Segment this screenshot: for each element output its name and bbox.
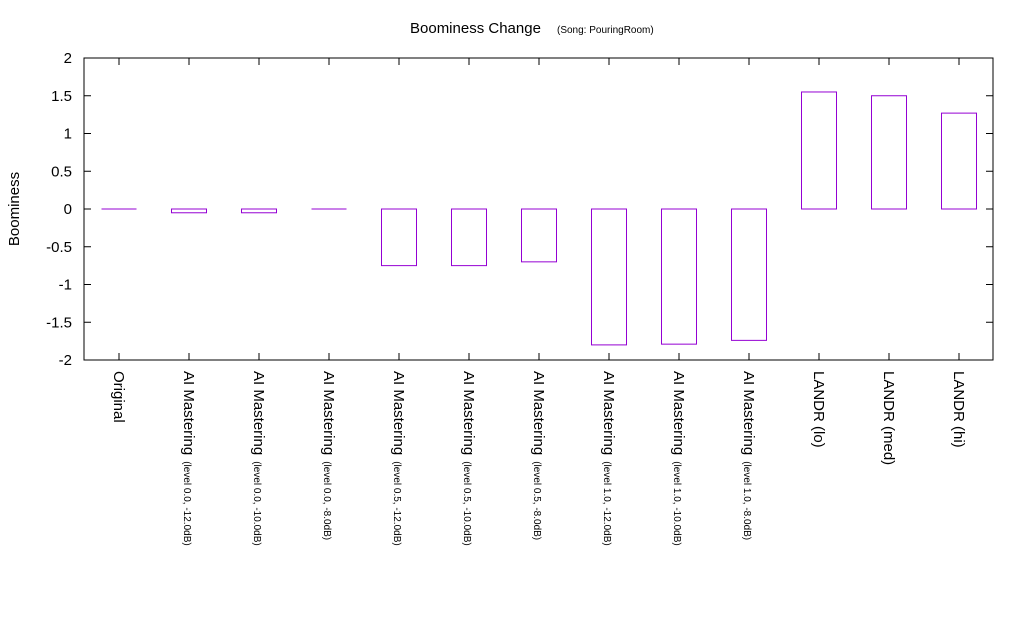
bar	[171, 208, 207, 214]
x-tick-label-sub: (level 0.0, -8.0dB)	[321, 461, 332, 540]
bar	[871, 95, 907, 210]
x-tick-label-main: AI Mastering	[670, 371, 687, 455]
x-tick-label-main: LANDR (med)	[880, 371, 897, 465]
bar	[241, 208, 277, 214]
x-tick-label-main: AI Mastering	[600, 371, 617, 455]
x-tick-label-sub: (level 0.5, -8.0dB)	[531, 461, 542, 540]
x-tick-label-sub: (level 0.0, -12.0dB)	[181, 461, 192, 546]
category-labels: Original AI Mastering (level 0.0, -12.0dB)…	[110, 371, 967, 546]
x-tick-label-main: AI Mastering	[250, 371, 267, 455]
y-tick-label: 0	[64, 201, 72, 218]
x-tick-label: AI Mastering (level 0.0, -10.0dB)	[250, 371, 267, 546]
bar	[731, 208, 767, 341]
y-tick-label: -2	[59, 352, 72, 369]
x-tick-label: AI Mastering (level 0.5, -8.0dB)	[530, 371, 547, 540]
bar	[801, 91, 837, 210]
x-tick-label-sub: (level 0.5, -12.0dB)	[391, 461, 402, 546]
x-ticks	[118, 58, 960, 360]
x-tick-label: AI Mastering (level 1.0, -12.0dB)	[600, 371, 617, 546]
x-tick-label: AI Mastering (level 1.0, -10.0dB)	[670, 371, 687, 546]
bar	[941, 112, 977, 210]
x-tick-label: Original	[110, 371, 127, 423]
x-tick-label: AI Mastering (level 0.0, -8.0dB)	[320, 371, 337, 540]
y-axis-label: Boominess	[6, 172, 23, 246]
x-tick-label-main: AI Mastering	[180, 371, 197, 455]
y-tick-label: 1.5	[51, 88, 72, 105]
x-tick-label-sub: (level 0.5, -10.0dB)	[461, 461, 472, 546]
y-tick-label: 1	[64, 126, 72, 143]
chart-subtitle: (Song: PouringRoom)	[557, 25, 654, 36]
x-tick-label: AI Mastering (level 0.5, -12.0dB)	[390, 371, 407, 546]
y-tick-label: -1	[59, 277, 72, 294]
chart-title-main: Boominess Change	[410, 20, 541, 37]
x-tick-label-main: AI Mastering	[390, 371, 407, 455]
x-tick-label-main: AI Mastering	[460, 371, 477, 455]
bar	[451, 208, 487, 267]
bar	[591, 208, 627, 346]
y-tick-label: -0.5	[46, 239, 72, 256]
x-tick-label: AI Mastering (level 0.0, -12.0dB)	[180, 371, 197, 546]
x-tick-label-sub: (level 0.0, -10.0dB)	[251, 461, 262, 546]
bar	[661, 208, 697, 345]
x-tick-label-sub: (level 1.0, -12.0dB)	[601, 461, 612, 546]
x-tick-label: AI Mastering (level 1.0, -8.0dB)	[740, 371, 757, 540]
y-tick-label: -1.5	[46, 314, 72, 331]
y-tick-label: 2	[64, 50, 72, 67]
chart-title: Boominess Change (Song: PouringRoom)	[410, 20, 654, 37]
x-tick-label-main: AI Mastering	[530, 371, 547, 455]
plot-frame	[83, 57, 994, 361]
x-tick-label: LANDR (hi)	[950, 371, 967, 448]
x-tick-label-main: LANDR (hi)	[950, 371, 967, 448]
bars	[101, 91, 977, 346]
x-tick-label: LANDR (med)	[880, 371, 897, 465]
x-tick-label-main: Original	[110, 371, 127, 423]
bar	[521, 208, 557, 263]
x-tick-label-sub: (level 1.0, -8.0dB)	[741, 461, 752, 540]
x-tick-label: AI Mastering (level 0.5, -10.0dB)	[460, 371, 477, 546]
x-tick-label: LANDR (lo)	[810, 371, 827, 448]
x-tick-label-main: AI Mastering	[320, 371, 337, 455]
bar	[381, 208, 417, 267]
y-tick-label: 0.5	[51, 163, 72, 180]
y-ticks: 2 1.5 1 0.5 0 -0.5 -1 -1.5 -2	[46, 50, 993, 369]
x-tick-label-main: LANDR (lo)	[810, 371, 827, 448]
x-tick-label-sub: (level 1.0, -10.0dB)	[671, 461, 682, 546]
x-tick-label-main: AI Mastering	[740, 371, 757, 455]
